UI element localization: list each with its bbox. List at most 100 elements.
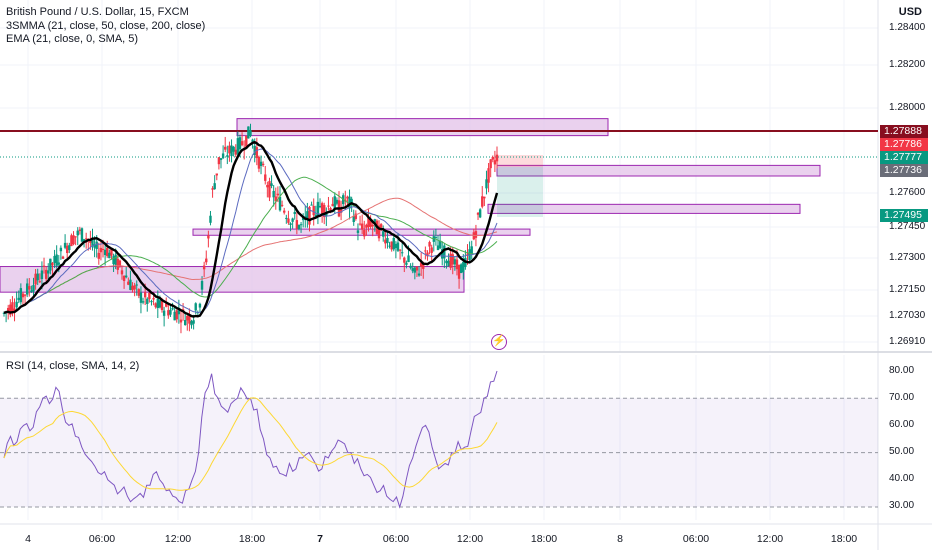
candle-body [314, 214, 318, 217]
candle-body [209, 215, 212, 223]
candle-body [379, 224, 383, 228]
rsi-axis-label: 70.00 [889, 392, 915, 403]
time-axis-label: 06:00 [88, 533, 116, 545]
candle-body [148, 292, 151, 299]
price-axis-label: 1.26910 [889, 336, 926, 347]
candle-body [91, 237, 94, 247]
candle-body [390, 241, 393, 250]
candle-body [386, 237, 389, 243]
candle-body [276, 193, 280, 196]
candle-body [146, 298, 149, 304]
candle-body [493, 160, 497, 165]
candle-body [405, 262, 408, 265]
time-axis-label: 18:00 [238, 533, 266, 545]
price-axis-label: 1.27450 [889, 221, 926, 232]
candle-body [32, 285, 35, 292]
rsi-axis-label: 40.00 [889, 473, 915, 484]
candle-body [66, 245, 69, 254]
candle-body [424, 250, 427, 252]
candle-body [95, 241, 98, 249]
candle-body [23, 294, 27, 296]
supply-demand-zone [236, 118, 609, 137]
candle-body [74, 236, 77, 238]
candle-body [369, 220, 372, 227]
candle-body [42, 265, 46, 267]
candle-body [7, 307, 10, 312]
supply-demand-zone [0, 266, 465, 293]
candle-body [327, 205, 330, 207]
candle-body [25, 283, 29, 295]
last-price-tag: 1.27777 [880, 151, 928, 164]
rsi-axis-label: 30.00 [889, 500, 915, 511]
candle-body [466, 253, 469, 255]
candle-body [2, 312, 6, 314]
candle-body [158, 300, 162, 308]
ema-line [3, 140, 499, 318]
candle-body [101, 249, 105, 251]
candle-body [447, 260, 450, 267]
candle-body [301, 217, 305, 221]
candle-body [415, 266, 419, 271]
candle-body [272, 190, 275, 198]
candle-body [339, 207, 343, 213]
candle-body [485, 179, 488, 189]
candle-body [266, 184, 269, 188]
candle-body [251, 139, 254, 144]
candle-body [261, 163, 265, 166]
candle-body [316, 201, 320, 216]
candle-body [348, 196, 351, 209]
candle-body [47, 270, 50, 274]
candle-body [30, 290, 33, 292]
candle-body [143, 292, 147, 298]
candle-body [358, 223, 362, 225]
candle-body [228, 145, 231, 154]
candle-body [270, 183, 273, 186]
candle-body [114, 254, 117, 265]
flash-icon[interactable]: ⚡ [491, 334, 507, 350]
ema-indicator-legend[interactable]: EMA (21, close, 0, SMA, 5) [6, 33, 139, 45]
candle-body [135, 284, 138, 286]
candle-body [173, 311, 176, 321]
candle-body [150, 301, 153, 303]
rsi-indicator-legend[interactable]: RSI (14, close, SMA, 14, 2) [6, 360, 140, 372]
candle-body [264, 174, 267, 181]
candle-body [360, 223, 364, 230]
price-axis-label: 1.28400 [889, 22, 926, 33]
candle-body [363, 230, 366, 237]
time-axis-label: 12:00 [456, 533, 484, 545]
candle-body [409, 265, 412, 268]
candle-body [219, 158, 223, 160]
time-axis-label: 12:00 [164, 533, 192, 545]
candle-body [253, 145, 256, 155]
candle-body [183, 320, 187, 326]
candle-body [19, 288, 23, 303]
candle-body [455, 259, 459, 270]
candle-body [78, 229, 82, 231]
candle-body [295, 220, 299, 229]
symbol-title[interactable]: British Pound / U.S. Dollar, 15, FXCM [6, 6, 189, 18]
candle-body [373, 219, 377, 223]
price-axis-label: 1.27600 [889, 187, 926, 198]
currency-label[interactable]: USD [898, 6, 922, 18]
candle-body [129, 279, 132, 290]
smma-indicator-legend[interactable]: 3SMMA (21, close, 50, close, 200, close) [6, 20, 206, 32]
candle-body [160, 300, 164, 311]
candle-body [51, 262, 54, 266]
time-axis-label: 06:00 [382, 533, 410, 545]
resistance-price-tag: 1.27888 [880, 125, 928, 138]
candle-body [162, 310, 166, 316]
candle-body [118, 260, 122, 267]
candle-body [131, 285, 134, 291]
candle-body [139, 292, 143, 303]
candle-body [312, 205, 315, 216]
candle-body [137, 289, 141, 296]
sma-50-line [3, 176, 498, 314]
candle-body [179, 319, 183, 323]
time-axis-label: 06:00 [682, 533, 710, 545]
candle-body [224, 146, 227, 150]
candle-body [202, 265, 206, 270]
candle-body [156, 298, 159, 309]
candle-body [127, 281, 130, 285]
